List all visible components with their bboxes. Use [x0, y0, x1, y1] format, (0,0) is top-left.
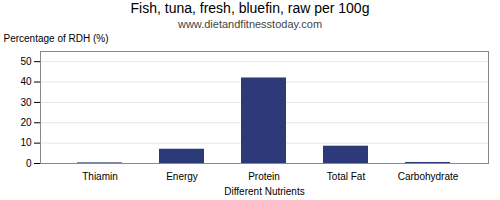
- svg-text:Carbohydrate: Carbohydrate: [398, 171, 459, 182]
- svg-text:20: 20: [20, 117, 32, 128]
- svg-text:50: 50: [20, 56, 32, 67]
- html-text:Fish, tuna, fresh, bluefin, ra: Fish, tuna, fresh, bluefin, raw per 100g: [130, 0, 370, 16]
- svg-text:10: 10: [20, 137, 32, 148]
- svg-text:30: 30: [20, 97, 32, 108]
- svg-text:Thiamin: Thiamin: [82, 171, 118, 182]
- svg-text:Different Nutrients: Different Nutrients: [224, 186, 304, 197]
- svg-text:Protein: Protein: [248, 171, 280, 182]
- svg-text:Percentage of RDH (%): Percentage of RDH (%): [4, 33, 109, 44]
- html-text:www.dietandfitnesstoday.com: www.dietandfitnesstoday.com: [178, 18, 322, 30]
- svg-text:40: 40: [20, 76, 32, 87]
- svg-text:Total Fat: Total Fat: [327, 171, 366, 182]
- svg-text:0: 0: [26, 158, 32, 169]
- svg-text:Energy: Energy: [166, 171, 198, 182]
